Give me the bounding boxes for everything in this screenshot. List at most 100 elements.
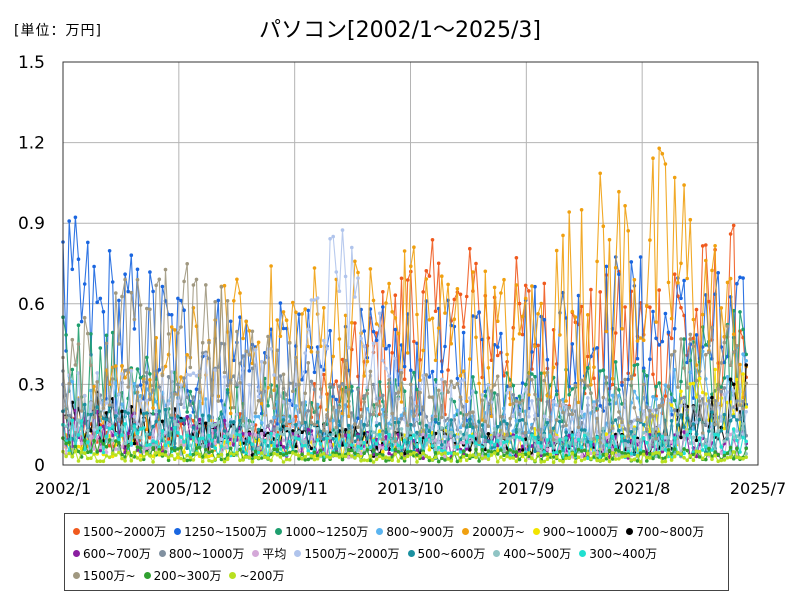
- series-point: [477, 459, 481, 463]
- series-point: [735, 429, 739, 433]
- y-tick-label: 0.6: [18, 295, 45, 315]
- series-point: [539, 460, 543, 464]
- series-point: [405, 454, 410, 459]
- series-point: [421, 290, 426, 294]
- series-point: [710, 457, 714, 462]
- series-point: [154, 369, 158, 373]
- series-point: [446, 451, 450, 456]
- series-point: [399, 276, 404, 281]
- series-point: [514, 450, 519, 454]
- series-point: [511, 393, 516, 397]
- series-point: [427, 440, 432, 444]
- series-point: [517, 457, 522, 462]
- series-point: [607, 459, 612, 464]
- series-point: [291, 424, 295, 429]
- series-point: [499, 455, 503, 459]
- series-point: [595, 398, 599, 403]
- series-point: [474, 261, 478, 266]
- series-point: [145, 427, 149, 432]
- series-point: [169, 313, 174, 317]
- series-point: [104, 454, 109, 458]
- series-point: [626, 229, 630, 233]
- series-point: [617, 449, 621, 453]
- series-point: [464, 399, 469, 404]
- series-point: [635, 418, 640, 422]
- series-point: [222, 375, 227, 379]
- series-point: [461, 423, 466, 428]
- series-point: [104, 333, 109, 338]
- series-point: [312, 442, 317, 447]
- series-point: [228, 420, 233, 424]
- series-point: [225, 457, 230, 462]
- series-point: [120, 364, 124, 368]
- series-point: [688, 454, 693, 458]
- series-point: [232, 420, 236, 424]
- series-point: [564, 423, 568, 428]
- series-point: [343, 358, 348, 363]
- series-point: [297, 312, 301, 317]
- series-point: [617, 410, 621, 414]
- series-point: [76, 433, 81, 437]
- series-point: [104, 434, 109, 439]
- series-point: [387, 343, 391, 348]
- series-point: [468, 448, 472, 452]
- series-point: [157, 368, 162, 372]
- series-point: [455, 376, 460, 381]
- series-point: [207, 458, 211, 463]
- series-point: [328, 436, 332, 440]
- series-point: [284, 426, 289, 431]
- series-point: [318, 448, 323, 453]
- series-point: [337, 452, 342, 457]
- series-point: [511, 414, 516, 419]
- series-point: [346, 414, 351, 419]
- series-point: [505, 433, 509, 437]
- series-point: [527, 436, 531, 441]
- series-point: [700, 456, 705, 461]
- series-point: [645, 303, 649, 308]
- series-point: [669, 316, 674, 321]
- series-point: [381, 393, 385, 398]
- series-point: [632, 363, 637, 368]
- series-point: [508, 453, 512, 458]
- series-point: [278, 431, 283, 436]
- series-point: [82, 438, 87, 443]
- series-point: [735, 377, 739, 382]
- series-point: [666, 451, 671, 456]
- series-point: [303, 439, 308, 444]
- series-point: [374, 452, 379, 457]
- series-point: [480, 447, 485, 452]
- series-point: [365, 458, 370, 463]
- series-point: [604, 375, 609, 380]
- series-point: [418, 390, 422, 395]
- series-point: [101, 442, 106, 446]
- series-point: [446, 430, 450, 434]
- series-point: [539, 437, 543, 442]
- series-point: [135, 445, 140, 449]
- series-point: [558, 398, 562, 403]
- series-point: [508, 437, 512, 441]
- series-point: [138, 446, 143, 450]
- series-point: [598, 440, 602, 445]
- legend-label: 900~1000万: [542, 524, 619, 539]
- series-point: [719, 389, 724, 394]
- series-point: [396, 331, 401, 336]
- series-point: [353, 447, 357, 452]
- series-point: [210, 393, 214, 398]
- series-point: [418, 454, 422, 458]
- series-point: [272, 444, 277, 449]
- series-point: [685, 276, 689, 281]
- series-point: [390, 411, 395, 416]
- series-point: [561, 410, 565, 415]
- series-point: [449, 459, 454, 463]
- series-point: [322, 306, 326, 310]
- series-point: [492, 383, 497, 387]
- series-point: [436, 421, 441, 426]
- series-point: [287, 450, 292, 455]
- series-point: [393, 452, 398, 456]
- series-point: [586, 451, 590, 456]
- series-point: [579, 445, 584, 450]
- series-point: [725, 375, 730, 379]
- series-point: [713, 422, 717, 427]
- series-point: [564, 399, 568, 403]
- series-point: [390, 458, 395, 463]
